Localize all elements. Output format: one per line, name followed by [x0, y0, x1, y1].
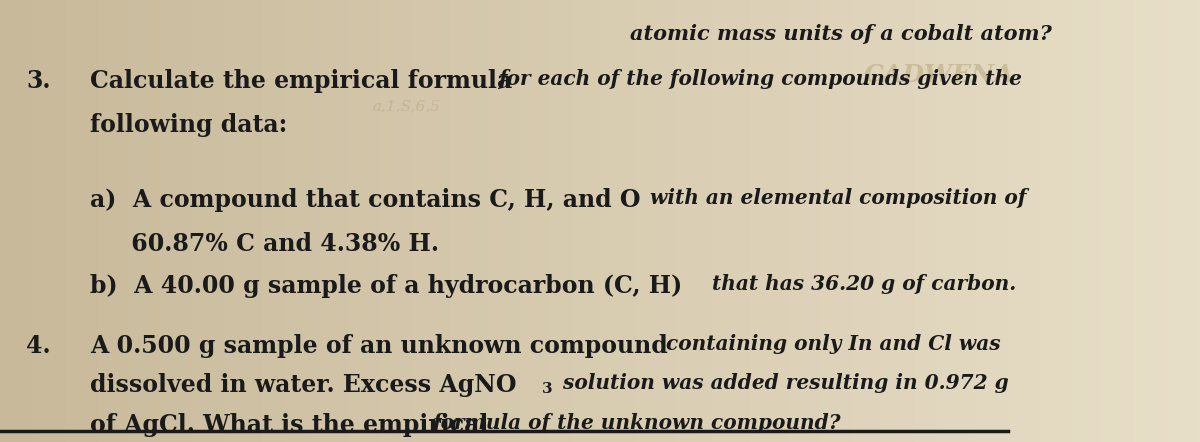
- Text: b)  A 40.00 g sample of a hydrocarbon (C, H): b) A 40.00 g sample of a hydrocarbon (C,…: [90, 274, 690, 298]
- Text: A 0.500 g sample of an unknown compound: A 0.500 g sample of an unknown compound: [90, 334, 676, 358]
- Text: 3.: 3.: [26, 69, 50, 92]
- Text: formula of the unknown compound?: formula of the unknown compound?: [432, 413, 840, 433]
- Text: Calculate the empirical formula: Calculate the empirical formula: [90, 69, 521, 92]
- Text: solution was added resulting in 0.972 g: solution was added resulting in 0.972 g: [556, 373, 1008, 393]
- Text: 3: 3: [542, 382, 553, 396]
- Text: with an elemental composition of: with an elemental composition of: [650, 188, 1027, 208]
- Text: containing only In and Cl was: containing only In and Cl was: [666, 334, 1001, 354]
- Text: following data:: following data:: [90, 113, 287, 137]
- Text: of AgCl. What is the empirical: of AgCl. What is the empirical: [90, 413, 497, 437]
- Text: CADWENA: CADWENA: [864, 63, 1014, 87]
- Text: for each of the following compounds given the: for each of the following compounds give…: [498, 69, 1022, 88]
- Text: a,1,S,6,5: a,1,S,6,5: [372, 99, 440, 113]
- Text: a)  A compound that contains C, H, and O: a) A compound that contains C, H, and O: [90, 188, 649, 212]
- Text: that has 36.20 g of carbon.: that has 36.20 g of carbon.: [712, 274, 1016, 294]
- Text: 60.87% C and 4.38% H.: 60.87% C and 4.38% H.: [90, 232, 439, 256]
- Text: atomic mass units of a cobalt atom?: atomic mass units of a cobalt atom?: [630, 24, 1052, 44]
- Text: dissolved in water. Excess AgNO: dissolved in water. Excess AgNO: [90, 373, 516, 397]
- Text: 4.: 4.: [26, 334, 52, 358]
